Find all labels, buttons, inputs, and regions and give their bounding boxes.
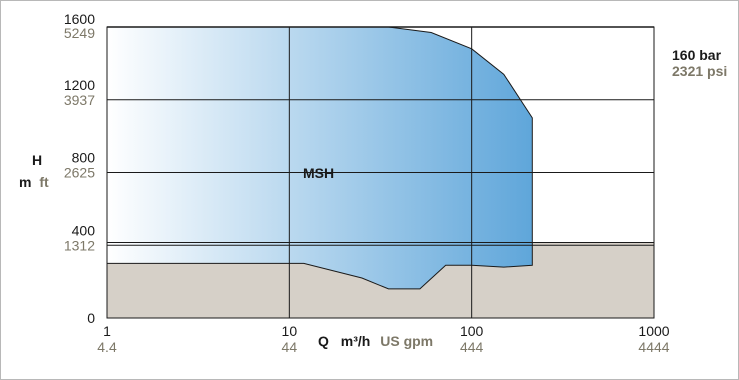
x-tick-label: 10 [282, 323, 298, 339]
y-tick-label: 800 [72, 150, 96, 166]
y-tick-label: 1200 [64, 77, 95, 93]
x-tick-label: 1 [103, 323, 111, 339]
x-axis-unit: m³/h [341, 333, 371, 349]
grid-lines [107, 27, 654, 318]
y-tick-label: 0 [87, 310, 95, 326]
x-axis-symbol: Q [318, 333, 329, 349]
x-tick-secondary-label: 44 [282, 339, 298, 355]
y-tick-label: 1600 [64, 11, 95, 27]
x-tick-label: 100 [460, 323, 484, 339]
y-tick-secondary-label: 2625 [64, 165, 95, 181]
y-tick-secondary-label: 3937 [64, 92, 95, 108]
y-axis-symbol: H [32, 152, 42, 168]
pressure-limit-primary: 160 bar [672, 47, 722, 63]
y-axis-unit-label: m ft [19, 174, 49, 190]
x-tick-label: 1000 [638, 323, 669, 339]
x-tick-secondary-label: 4444 [638, 339, 669, 355]
x-axis-label: Q m³/h US gpm [318, 333, 433, 349]
x-tick-secondary-label: 444 [460, 339, 484, 355]
series-label-msh: MSH [303, 165, 334, 181]
pressure-limit-secondary: 2321 psi [672, 63, 727, 79]
y-axis-unit: m [19, 174, 31, 190]
plot-border [106, 26, 655, 319]
y-tick-label: 400 [72, 222, 96, 238]
x-axis-unit-alt: US gpm [380, 333, 433, 349]
x-tick-secondary-label: 4.4 [97, 339, 117, 355]
y-tick-secondary-label: 1312 [64, 237, 95, 253]
y-axis-unit-alt: ft [39, 174, 49, 190]
y-tick-secondary-label: 5249 [64, 25, 95, 41]
operating-envelope-area [106, 26, 533, 290]
